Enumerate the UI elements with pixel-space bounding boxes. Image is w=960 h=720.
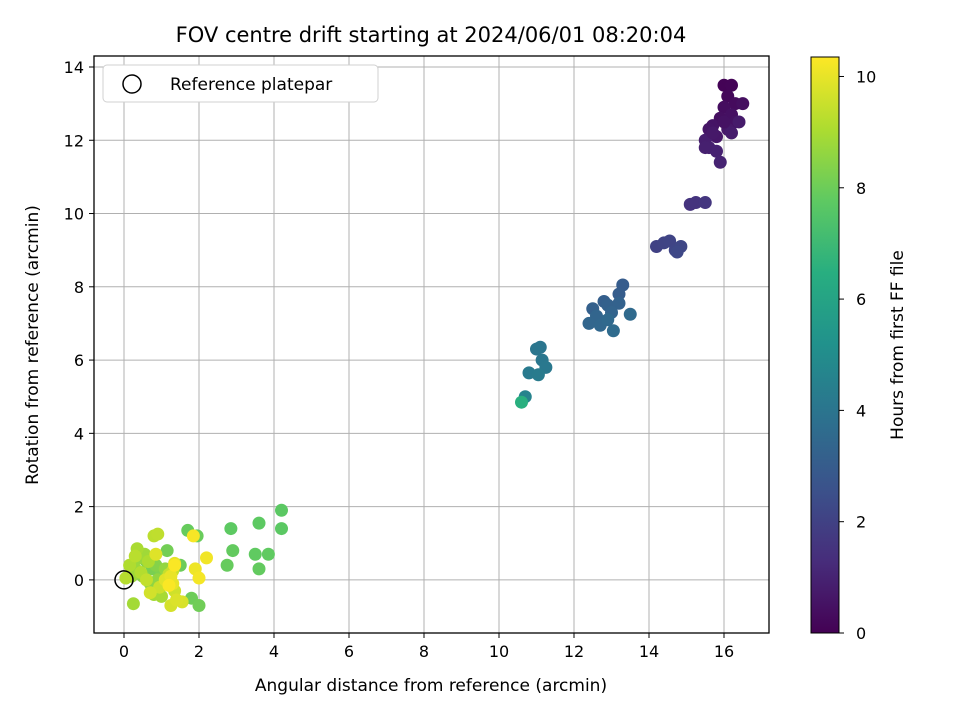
scatter-point	[126, 597, 140, 611]
scatter-point	[612, 287, 626, 301]
scatter-point	[717, 115, 731, 129]
scatter-point	[689, 196, 703, 210]
y-tick-label: 8	[74, 278, 84, 297]
colorbar-gradient	[810, 56, 840, 634]
scatter-point	[275, 503, 288, 517]
x-tick-label: 10	[489, 642, 509, 661]
scatter-point	[119, 571, 133, 585]
scatter-point	[192, 571, 206, 585]
scatter-point	[698, 141, 712, 155]
scatter-point	[732, 115, 746, 129]
scatter-point	[612, 296, 626, 310]
scatter-point	[186, 529, 200, 543]
x-tick-label: 8	[419, 642, 429, 661]
x-tick-label: 14	[639, 642, 659, 661]
legend-label: Reference platepar	[170, 75, 332, 95]
colorbar-tick-label: 8	[856, 179, 866, 198]
scatter-point	[582, 316, 596, 330]
scatter-point	[713, 155, 727, 169]
scatter-point	[160, 544, 174, 558]
scatter-point	[128, 549, 142, 563]
scatter-point	[725, 126, 738, 140]
scatter-point	[531, 368, 545, 382]
x-tick-label: 16	[714, 642, 734, 661]
scatter-point	[162, 578, 176, 592]
scatter-point	[151, 527, 165, 541]
scatter-point	[736, 97, 750, 111]
y-axis-label: Rotation from reference (arcmin)	[23, 205, 43, 485]
colorbar-tick-label: 6	[856, 290, 866, 309]
scatter-point	[530, 342, 543, 356]
plot-frame	[93, 55, 770, 634]
colorbar-tick-label: 4	[856, 401, 866, 420]
scatter-point	[623, 307, 637, 321]
y-tick-label: 10	[64, 205, 84, 224]
scatter-point	[168, 558, 182, 572]
scatter-point	[143, 586, 157, 600]
data-points	[119, 78, 750, 613]
colorbar-ticks: 0 2 4 6 8 10	[839, 67, 876, 643]
scatter-point	[192, 599, 206, 613]
scatter-point	[140, 573, 153, 587]
scatter-point	[698, 196, 712, 210]
scatter-point	[725, 78, 738, 92]
x-axis-label: Angular distance from reference (arcmin)	[255, 676, 607, 696]
x-tick-label: 4	[269, 642, 279, 661]
y-tick-label: 2	[74, 498, 84, 517]
y-tick-label: 0	[74, 571, 84, 590]
x-tick-label: 2	[194, 642, 204, 661]
scatter-point	[710, 144, 723, 158]
y-axis-ticks: 0 2 4 6 8 10 12 14	[64, 58, 94, 590]
x-axis-ticks: 0 2 4 6 8 10 12 14 16	[119, 633, 734, 661]
grid	[94, 56, 769, 633]
scatter-point	[670, 245, 684, 259]
legend: Reference platepar	[102, 64, 379, 103]
scatter-point	[149, 547, 163, 561]
colorbar-label: Hours from first FF file	[888, 250, 908, 440]
y-tick-label: 14	[64, 58, 84, 77]
x-tick-label: 6	[344, 642, 354, 661]
chart-title: FOV centre drift starting at 2024/06/01 …	[176, 23, 687, 47]
y-tick-label: 12	[64, 131, 84, 150]
scatter-point	[275, 522, 288, 536]
scatter-point	[252, 562, 266, 576]
y-tick-label: 4	[74, 424, 84, 443]
scatter-point	[200, 551, 213, 565]
scatter-point	[515, 395, 528, 409]
legend-marker-icon	[122, 74, 142, 94]
x-tick-label: 0	[119, 642, 129, 661]
y-tick-label: 6	[74, 351, 84, 370]
x-tick-label: 12	[564, 642, 584, 661]
scatter-point	[606, 324, 620, 338]
scatter-point	[226, 544, 240, 558]
scatter-point	[706, 126, 720, 140]
scatter-point	[220, 558, 234, 572]
scatter-point	[252, 516, 266, 530]
colorbar-tick-label: 0	[856, 624, 866, 643]
scatter-point	[248, 547, 262, 561]
colorbar: 0 2 4 6 8 10 Hours from first FF file	[810, 56, 908, 643]
reference-point-marker	[114, 570, 134, 590]
scatter-point	[261, 547, 275, 561]
colorbar-tick-label: 2	[856, 513, 866, 532]
colorbar-tick-label: 10	[856, 67, 876, 86]
scatter-point	[601, 313, 615, 327]
scatter-point	[170, 593, 183, 607]
legend-box	[102, 64, 379, 103]
scatter-point	[224, 522, 238, 536]
